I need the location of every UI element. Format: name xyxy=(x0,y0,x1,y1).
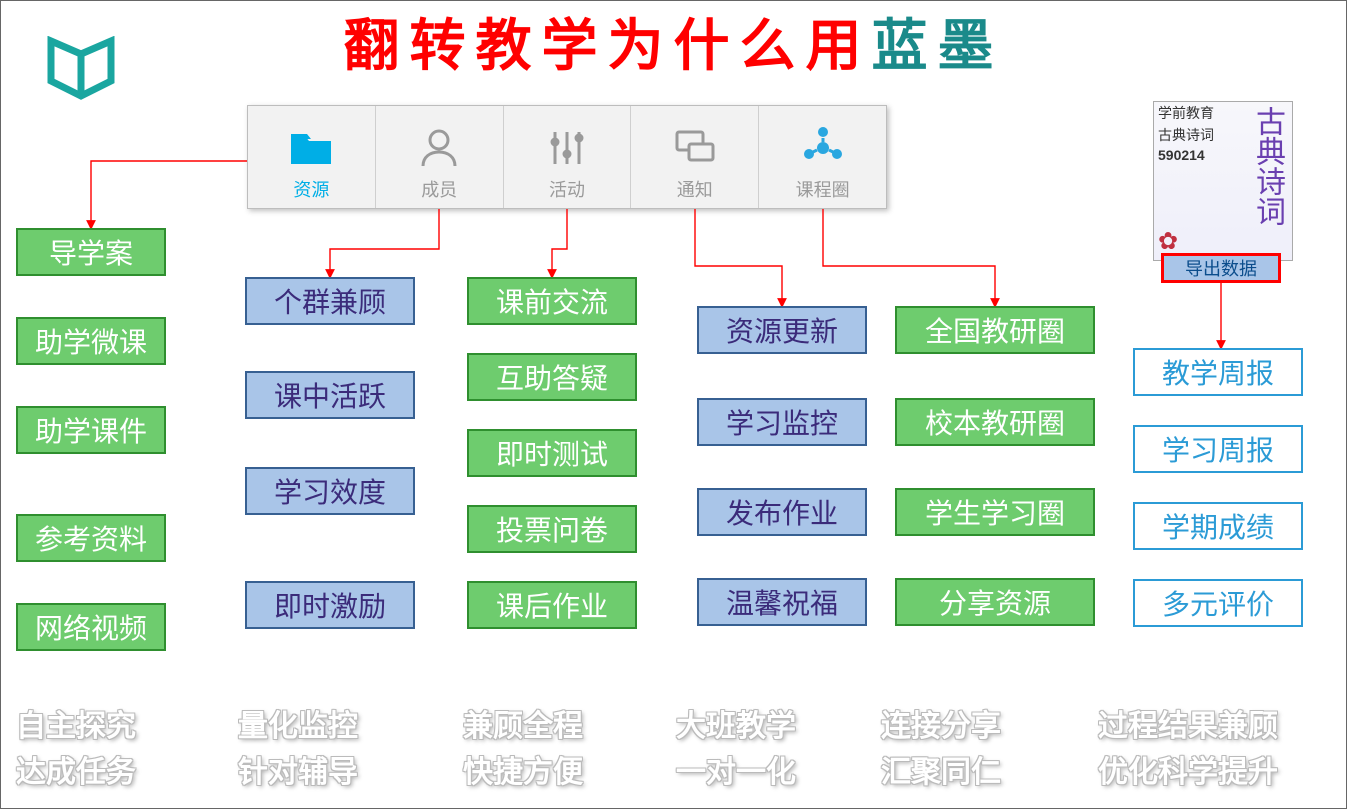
sliders-icon xyxy=(543,124,591,172)
tab-notice[interactable]: 通知 xyxy=(631,106,759,208)
box-notice-3: 温馨祝福 xyxy=(697,578,867,626)
summary-top-5: 过程结果兼顾 xyxy=(1098,701,1278,745)
box-circle-2: 学生学习圈 xyxy=(895,488,1095,536)
summary-bot-3: 一对一化 xyxy=(676,747,796,791)
tab-label: 课程圈 xyxy=(796,176,850,202)
summary-top-2: 兼顾全程 xyxy=(463,701,583,745)
box-notice-0: 资源更新 xyxy=(697,306,867,354)
box-export-0: 教学周报 xyxy=(1133,348,1303,396)
box-resources-3: 参考资料 xyxy=(16,514,166,562)
course-thumbnail: 学前教育 古典诗词 590214 古典诗词 ✿ xyxy=(1153,101,1293,261)
box-circle-0: 全国教研圈 xyxy=(895,306,1095,354)
box-members-1: 课中活跃 xyxy=(245,371,415,419)
flower-icon: ✿ xyxy=(1158,227,1178,256)
tab-label: 资源 xyxy=(293,176,329,202)
box-resources-2: 助学课件 xyxy=(16,406,166,454)
box-activities-3: 投票问卷 xyxy=(467,505,637,553)
summary-top-1: 量化监控 xyxy=(238,701,358,745)
box-export-2: 学期成绩 xyxy=(1133,502,1303,550)
box-members-2: 学习效度 xyxy=(245,467,415,515)
page-title: 翻转教学为什么用蓝墨 xyxy=(1,1,1346,82)
folder-icon xyxy=(287,124,335,172)
chat-icon xyxy=(671,124,719,172)
box-activities-2: 即时测试 xyxy=(467,429,637,477)
box-export-1: 学习周报 xyxy=(1133,425,1303,473)
title-teal: 蓝墨 xyxy=(872,14,1004,77)
box-notice-1: 学习监控 xyxy=(697,398,867,446)
box-export-3: 多元评价 xyxy=(1133,579,1303,627)
tab-label: 通知 xyxy=(677,176,713,202)
summary-top-3: 大班教学 xyxy=(676,701,796,745)
box-circle-1: 校本教研圈 xyxy=(895,398,1095,446)
app-logo-icon xyxy=(46,36,116,101)
tab-circle[interactable]: 课程圈 xyxy=(759,106,886,208)
summary-bot-5: 优化科学提升 xyxy=(1098,747,1278,791)
tab-label: 成员 xyxy=(421,176,457,202)
box-members-0: 个群兼顾 xyxy=(245,277,415,325)
box-members-3: 即时激励 xyxy=(245,581,415,629)
course-poem: 古典诗词 xyxy=(1250,106,1284,226)
box-activities-4: 课后作业 xyxy=(467,581,637,629)
box-circle-3: 分享资源 xyxy=(895,578,1095,626)
box-notice-2: 发布作业 xyxy=(697,488,867,536)
tab-label: 活动 xyxy=(549,176,585,202)
summary-top-4: 连接分享 xyxy=(881,701,1001,745)
box-resources-4: 网络视频 xyxy=(16,603,166,651)
tab-bar: 资源 成员 活动 通 xyxy=(247,105,887,209)
summary-bot-1: 针对辅导 xyxy=(238,747,358,791)
summary-bot-2: 快捷方便 xyxy=(463,747,583,791)
box-resources-1: 助学微课 xyxy=(16,317,166,365)
summary-bot-0: 达成任务 xyxy=(16,747,136,791)
community-icon xyxy=(799,124,847,172)
summary-bot-4: 汇聚同仁 xyxy=(881,747,1001,791)
export-data-button[interactable]: 导出数据 xyxy=(1161,253,1281,283)
box-resources-0: 导学案 xyxy=(16,228,166,276)
title-red: 翻转教学为什么用 xyxy=(344,14,872,77)
diagram-stage: 翻转教学为什么用蓝墨 资源 成员 活动 xyxy=(0,0,1347,809)
box-activities-1: 互助答疑 xyxy=(467,353,637,401)
tab-activities[interactable]: 活动 xyxy=(504,106,632,208)
person-icon xyxy=(415,124,463,172)
tab-resources[interactable]: 资源 xyxy=(248,106,376,208)
summary-top-0: 自主探究 xyxy=(16,701,136,745)
box-activities-0: 课前交流 xyxy=(467,277,637,325)
tab-members[interactable]: 成员 xyxy=(376,106,504,208)
